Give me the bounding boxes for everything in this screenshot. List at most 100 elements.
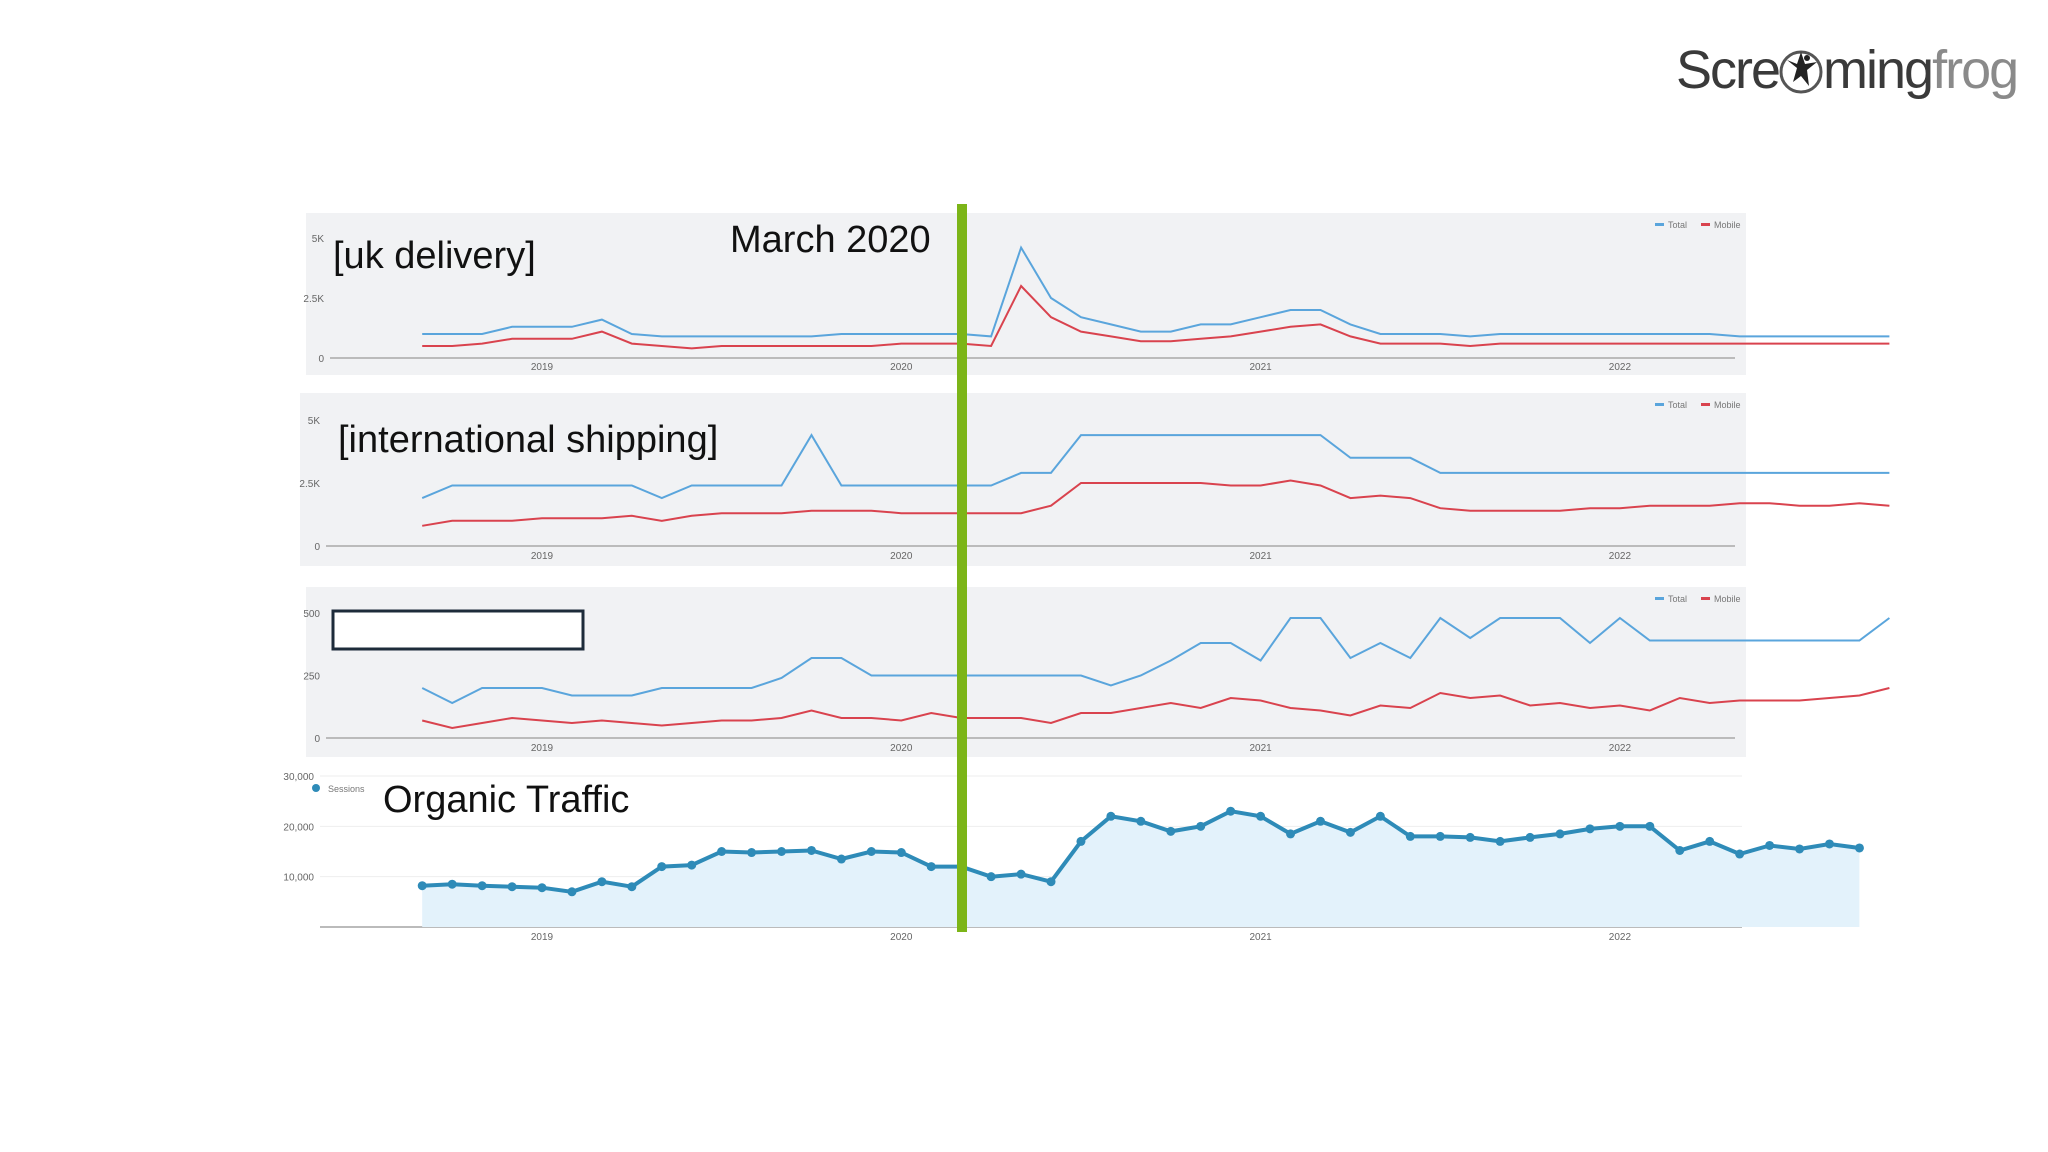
data-point <box>1286 829 1296 839</box>
y-tick-label: 10,000 <box>283 873 314 884</box>
data-point <box>1256 811 1266 821</box>
y-tick-label: 2.5K <box>303 294 324 305</box>
x-tick-label: 2019 <box>531 551 554 562</box>
data-point <box>1495 836 1505 846</box>
data-point <box>1016 869 1026 879</box>
x-tick-label: 2021 <box>1249 743 1272 754</box>
data-point <box>627 882 637 892</box>
frog-icon <box>1779 50 1823 94</box>
data-point <box>866 847 876 856</box>
logo-text-a: Scre <box>1676 40 1781 100</box>
data-point <box>1465 832 1475 842</box>
chart-label: Organic Traffic <box>383 779 629 821</box>
series-line-total <box>421 433 1890 500</box>
chart-panel-1: 0 2.5K 5K 2019 2020 2021 2022 Total Mobile [uk de… <box>303 213 1890 375</box>
data-point <box>1555 829 1565 839</box>
y-tick-label: 250 <box>303 672 320 683</box>
legend-swatch <box>1655 223 1664 226</box>
data-point <box>1136 816 1146 826</box>
series-line-total <box>422 245 1890 338</box>
y-tick-label: 0 <box>318 354 324 365</box>
data-point <box>1166 826 1176 836</box>
legend-label: Total <box>1668 220 1687 230</box>
logo-text-b: ming <box>1823 40 1934 100</box>
data-point <box>896 848 906 858</box>
logo-text-c: frog <box>1932 40 2019 100</box>
data-point <box>1315 816 1325 826</box>
data-point <box>717 847 727 856</box>
data-point <box>777 847 787 856</box>
data-point <box>1196 821 1206 831</box>
data-point <box>1765 840 1775 850</box>
y-tick-label: 500 <box>303 609 320 620</box>
data-point <box>926 862 936 872</box>
legend-swatch <box>1701 403 1710 406</box>
data-point <box>1435 831 1445 841</box>
y-tick-label: 5K <box>312 234 325 245</box>
series-line-mobile <box>422 284 1890 350</box>
data-point <box>477 881 487 891</box>
legend-label: Total <box>1668 400 1687 410</box>
data-point <box>836 854 846 864</box>
y-tick-label: 20,000 <box>283 822 314 833</box>
legend-swatch <box>1701 597 1710 600</box>
data-point <box>1705 836 1715 846</box>
series-line-mobile <box>421 687 1890 730</box>
data-point <box>507 882 517 892</box>
data-point <box>1106 811 1116 821</box>
x-tick-label: 2020 <box>890 362 913 373</box>
data-point <box>747 848 757 858</box>
series-line-total <box>421 616 1890 705</box>
x-tick-label: 2021 <box>1249 362 1272 373</box>
data-point <box>1795 844 1805 854</box>
x-tick-label: 2022 <box>1609 362 1632 373</box>
chart-panel-2: 0 2.5K 5K 2019 2020 2021 2022 Total Mobile [inter… <box>299 393 1890 566</box>
series-line-mobile <box>422 479 1890 527</box>
march-2020-label: March 2020 <box>730 219 931 261</box>
x-tick-label: 2021 <box>1249 932 1272 943</box>
y-tick-label: 2.5K <box>299 479 320 490</box>
data-point <box>1226 806 1236 816</box>
chart-label: [uk delivery] <box>333 235 536 277</box>
data-point <box>1525 832 1535 842</box>
data-point <box>417 881 427 891</box>
legend-label: Mobile <box>1714 220 1741 230</box>
data-point <box>1046 877 1056 887</box>
y-tick-label: 5K <box>308 416 321 427</box>
data-point <box>1585 824 1595 834</box>
data-point <box>1615 821 1625 831</box>
legend-label: Mobile <box>1714 594 1741 604</box>
x-tick-label: 2022 <box>1609 932 1632 943</box>
data-point <box>597 877 607 887</box>
data-point <box>537 883 547 893</box>
data-point <box>687 860 697 870</box>
y-tick-label: 0 <box>314 542 320 553</box>
x-tick-label: 2020 <box>890 551 913 562</box>
x-tick-label: 2022 <box>1609 551 1632 562</box>
x-tick-label: 2019 <box>531 362 554 373</box>
data-point <box>447 879 457 889</box>
legend-swatch <box>1701 223 1710 226</box>
data-point <box>1405 831 1415 841</box>
legend-swatch <box>1655 597 1664 600</box>
panel-background <box>300 393 1746 566</box>
data-point <box>567 887 577 897</box>
data-point <box>1824 839 1834 849</box>
legend-label: Total <box>1668 594 1687 604</box>
legend-label: Mobile <box>1714 400 1741 410</box>
march-2020-marker-line <box>957 204 967 932</box>
data-point <box>806 845 816 855</box>
data-point <box>1375 811 1385 821</box>
x-tick-label: 2022 <box>1609 743 1632 754</box>
data-point <box>986 872 996 882</box>
data-point <box>1645 821 1655 831</box>
x-tick-label: 2020 <box>890 743 913 754</box>
legend-label: Sessions <box>328 784 365 794</box>
sessions-area <box>422 811 1860 927</box>
data-point <box>1675 845 1685 855</box>
data-point <box>1854 843 1864 853</box>
x-tick-label: 2021 <box>1249 551 1272 562</box>
data-point <box>657 862 667 872</box>
legend-swatch <box>1655 403 1664 406</box>
